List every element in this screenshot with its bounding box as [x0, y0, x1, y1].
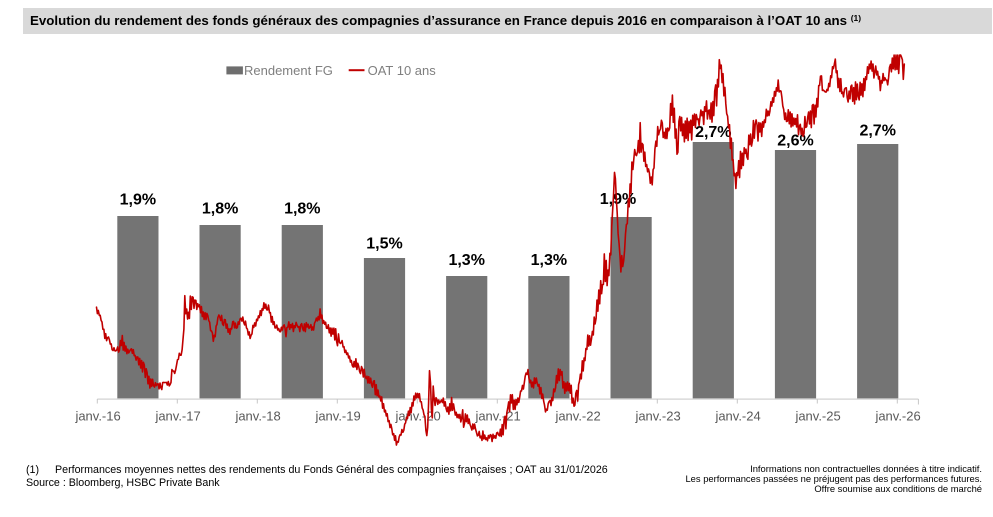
- svg-text:janv.-17: janv.-17: [154, 409, 200, 424]
- svg-text:janv.-24: janv.-24: [714, 409, 760, 424]
- svg-text:janv.-22: janv.-22: [554, 409, 600, 424]
- svg-text:janv.-25: janv.-25: [794, 409, 840, 424]
- svg-text:2,6%: 2,6%: [777, 133, 813, 150]
- svg-text:janv.-21: janv.-21: [474, 409, 520, 424]
- svg-text:janv.-16: janv.-16: [74, 409, 120, 424]
- svg-text:2,7%: 2,7%: [695, 124, 731, 141]
- svg-text:janv.-18: janv.-18: [234, 409, 280, 424]
- svg-text:janv.-19: janv.-19: [314, 409, 360, 424]
- svg-text:1,5%: 1,5%: [366, 235, 402, 252]
- svg-text:OAT 10 ans: OAT 10 ans: [368, 63, 437, 78]
- svg-text:Rendement FG: Rendement FG: [244, 63, 333, 78]
- svg-text:1,8%: 1,8%: [202, 201, 238, 218]
- svg-text:janv.-23: janv.-23: [634, 409, 680, 424]
- svg-text:2,7%: 2,7%: [859, 123, 895, 140]
- svg-text:1,8%: 1,8%: [284, 201, 320, 218]
- svg-text:janv.-20: janv.-20: [394, 409, 440, 424]
- svg-text:1,3%: 1,3%: [531, 252, 567, 269]
- svg-text:janv.-26: janv.-26: [874, 409, 920, 424]
- svg-text:1,9%: 1,9%: [600, 191, 636, 208]
- svg-text:1,9%: 1,9%: [120, 192, 156, 209]
- svg-text:1,3%: 1,3%: [448, 252, 484, 269]
